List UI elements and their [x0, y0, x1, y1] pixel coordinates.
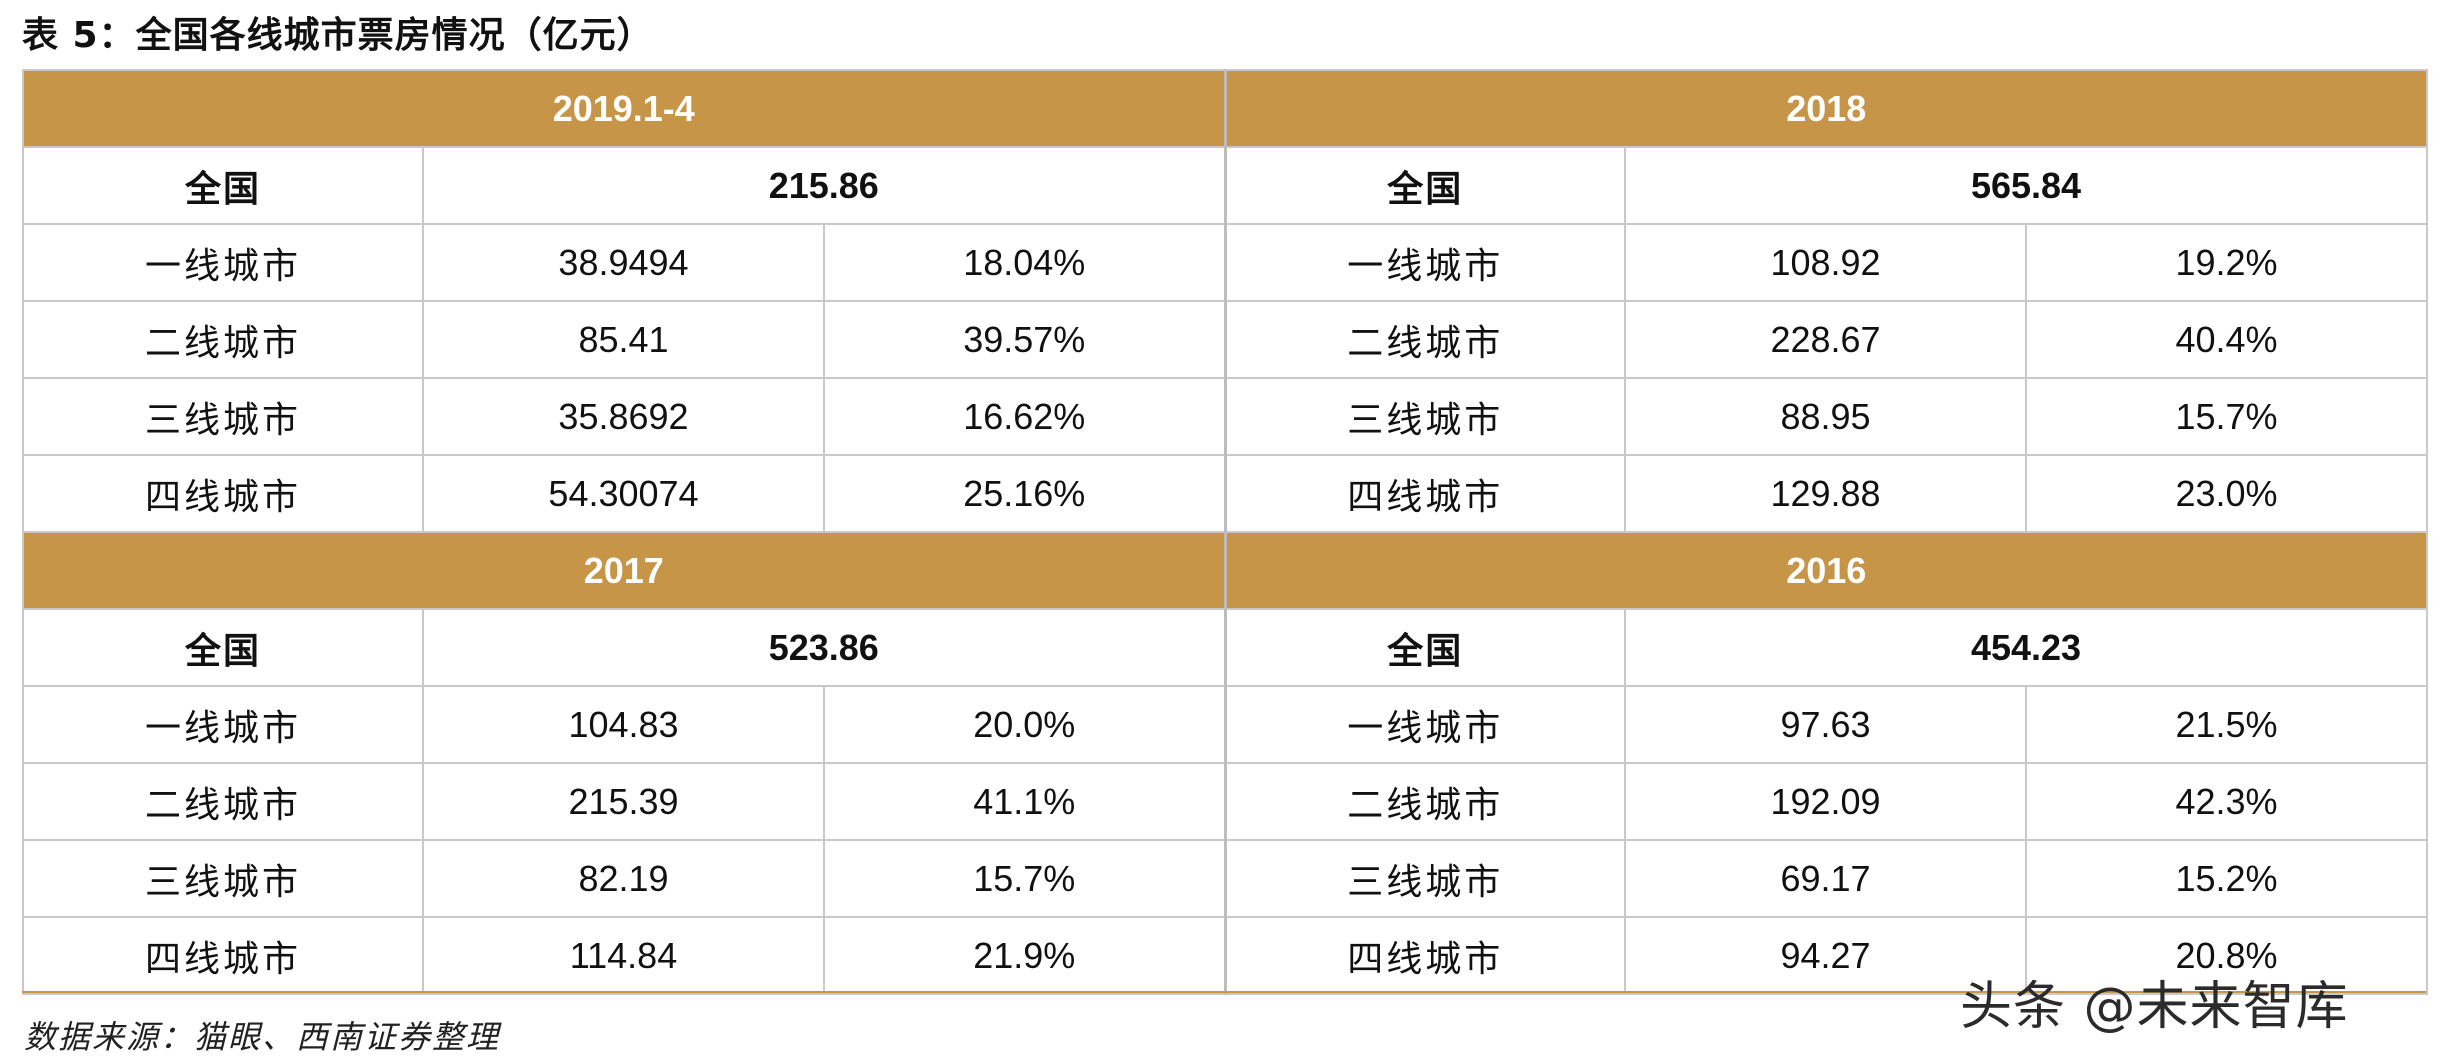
box-office-value: 94.27	[1624, 916, 2028, 995]
city-tier-label: 二线城市	[22, 762, 424, 841]
total-value: 565.84	[1624, 146, 2429, 225]
share-value: 21.5%	[2025, 685, 2429, 764]
table-row: 二线城市 215.39 41.1% 二线城市 192.09 42.3%	[22, 762, 2429, 841]
box-office-table: 2019.1-4 2018 全国 215.86 全国 565.84 一线城市 3…	[21, 69, 2429, 995]
total-label: 全国	[22, 608, 424, 687]
city-tier-label: 三线城市	[1223, 377, 1627, 456]
table-row: 四线城市 54.30074 25.16% 四线城市 129.88 23.0%	[22, 454, 2429, 533]
box-office-value: 35.8692	[422, 377, 825, 456]
total-row: 全国 523.86 全国 454.23	[22, 608, 2429, 687]
year-header: 2018	[1223, 69, 2429, 148]
total-value: 454.23	[1624, 608, 2429, 687]
year-header: 2017	[21, 531, 1227, 610]
city-tier-label: 四线城市	[22, 454, 424, 533]
share-value: 15.7%	[822, 839, 1227, 918]
watermark: 头条 @未来智库	[1960, 977, 2349, 1037]
box-office-value: 129.88	[1624, 454, 2028, 533]
table-row: 三线城市 82.19 15.7% 三线城市 69.17 15.2%	[22, 839, 2429, 918]
box-office-value: 88.95	[1624, 377, 2028, 456]
city-tier-label: 四线城市	[22, 916, 424, 995]
city-tier-label: 四线城市	[1223, 916, 1627, 995]
share-value: 15.7%	[2025, 377, 2429, 456]
box-office-value: 85.41	[422, 300, 825, 379]
share-value: 16.62%	[822, 377, 1227, 456]
total-label: 全国	[1223, 146, 1627, 225]
city-tier-label: 三线城市	[1223, 839, 1627, 918]
share-value: 21.9%	[822, 916, 1227, 995]
box-office-value: 192.09	[1624, 762, 2028, 841]
city-tier-label: 二线城市	[1223, 762, 1627, 841]
share-value: 19.2%	[2025, 223, 2429, 302]
share-value: 20.8%	[2025, 916, 2429, 995]
box-office-value: 108.92	[1624, 223, 2028, 302]
table-bottom-rule	[22, 991, 2426, 993]
share-value: 15.2%	[2025, 839, 2429, 918]
year-header: 2019.1-4	[21, 69, 1227, 148]
city-tier-label: 三线城市	[22, 839, 424, 918]
total-value: 523.86	[421, 608, 1227, 687]
share-value: 25.16%	[822, 454, 1227, 533]
table-row: 一线城市 104.83 20.0% 一线城市 97.63 21.5%	[22, 685, 2429, 764]
city-tier-label: 三线城市	[22, 377, 424, 456]
table-row: 四线城市 114.84 21.9% 四线城市 94.27 20.8%	[22, 916, 2429, 995]
share-value: 23.0%	[2025, 454, 2429, 533]
city-tier-label: 二线城市	[22, 300, 424, 379]
box-office-value: 69.17	[1624, 839, 2028, 918]
total-value: 215.86	[421, 146, 1227, 225]
total-label: 全国	[1223, 608, 1627, 687]
table-row: 三线城市 35.8692 16.62% 三线城市 88.95 15.7%	[22, 377, 2429, 456]
total-row: 全国 215.86 全国 565.84	[22, 146, 2429, 225]
share-value: 20.0%	[822, 685, 1227, 764]
share-value: 40.4%	[2025, 300, 2429, 379]
city-tier-label: 四线城市	[1223, 454, 1627, 533]
source-note: 数据来源：猫眼、西南证券整理	[24, 1018, 501, 1056]
table-row: 一线城市 38.9494 18.04% 一线城市 108.92 19.2%	[22, 223, 2429, 302]
total-label: 全国	[22, 146, 424, 225]
year-header: 2016	[1223, 531, 2429, 610]
box-office-value: 97.63	[1624, 685, 2028, 764]
share-value: 39.57%	[822, 300, 1227, 379]
box-office-value: 54.30074	[422, 454, 825, 533]
share-value: 18.04%	[822, 223, 1227, 302]
box-office-value: 114.84	[422, 916, 825, 995]
share-value: 41.1%	[822, 762, 1227, 841]
city-tier-label: 一线城市	[1223, 685, 1627, 764]
table-title: 表 5：全国各线城市票房情况（亿元）	[22, 15, 654, 56]
city-tier-label: 一线城市	[22, 685, 424, 764]
city-tier-label: 一线城市	[22, 223, 424, 302]
city-tier-label: 一线城市	[1223, 223, 1627, 302]
year-header-row: 2017 2016	[21, 531, 2429, 610]
city-tier-label: 二线城市	[1223, 300, 1627, 379]
box-office-value: 215.39	[422, 762, 825, 841]
box-office-value: 38.9494	[422, 223, 825, 302]
box-office-value: 104.83	[422, 685, 825, 764]
table-row: 二线城市 85.41 39.57% 二线城市 228.67 40.4%	[22, 300, 2429, 379]
year-header-row: 2019.1-4 2018	[21, 69, 2429, 148]
share-value: 42.3%	[2025, 762, 2429, 841]
box-office-value: 82.19	[422, 839, 825, 918]
box-office-value: 228.67	[1624, 300, 2028, 379]
